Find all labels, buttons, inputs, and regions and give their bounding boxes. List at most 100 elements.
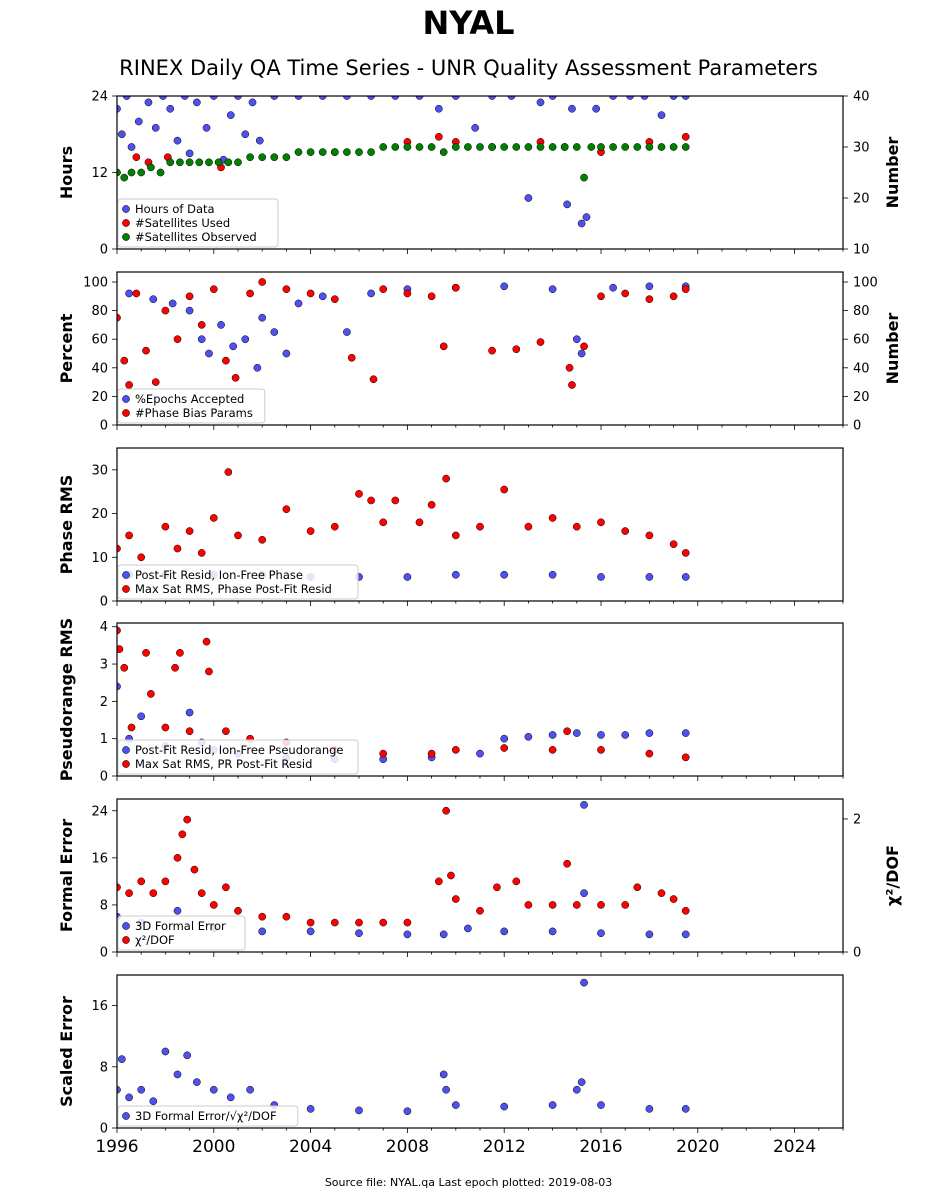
y-right-tick-label: 100	[853, 276, 878, 291]
data-point	[488, 346, 496, 355]
data-point	[173, 1070, 182, 1079]
y-axis-label: Phase RMS	[57, 475, 76, 575]
data-point	[117, 130, 126, 139]
data-point	[197, 335, 206, 344]
data-point	[471, 124, 480, 132]
legend-marker	[122, 760, 130, 768]
data-point	[447, 871, 455, 880]
legend-label: %Epochs Accepted	[135, 392, 244, 406]
legend: 3D Formal Error/√χ²/DOF	[117, 1105, 299, 1127]
data-point	[120, 173, 129, 182]
legend-marker	[122, 746, 130, 754]
data-point	[524, 194, 533, 202]
series-1	[117, 978, 690, 1116]
y-tick-label: 8	[100, 1060, 108, 1075]
y-right-tick-label: 20	[853, 390, 870, 405]
data-point	[597, 746, 605, 754]
y-right-tick-label: 40	[853, 361, 870, 376]
data-point	[149, 1097, 158, 1106]
data-point	[379, 518, 388, 527]
data-point	[580, 978, 588, 987]
legend-marker	[122, 571, 130, 579]
data-point	[294, 148, 303, 156]
data-point	[427, 500, 436, 509]
data-point	[403, 573, 412, 581]
data-point	[500, 744, 509, 752]
data-point	[137, 1085, 146, 1094]
series-2	[117, 468, 690, 562]
data-point	[127, 143, 136, 151]
data-point	[565, 363, 574, 372]
data-point	[439, 148, 448, 156]
data-point	[176, 158, 184, 167]
data-point	[205, 158, 213, 167]
data-point	[355, 148, 363, 156]
data-point	[548, 927, 557, 936]
data-point	[442, 474, 450, 483]
legend-marker	[122, 936, 130, 944]
data-point	[224, 158, 233, 167]
data-point	[512, 345, 521, 354]
data-point	[536, 143, 545, 151]
data-point	[161, 306, 170, 315]
legend-marker	[122, 409, 130, 417]
data-point	[120, 356, 129, 365]
y-tick-label: 16	[91, 851, 108, 866]
data-point	[587, 143, 596, 151]
data-point	[255, 136, 264, 145]
data-point	[209, 514, 218, 522]
y-right-axis-label: Number	[883, 137, 902, 209]
data-point	[451, 895, 460, 903]
data-point	[609, 283, 617, 292]
data-point	[403, 930, 412, 939]
data-point	[185, 306, 194, 315]
data-point	[568, 381, 576, 389]
data-point	[258, 912, 267, 921]
y-tick-label: 40	[91, 361, 108, 376]
data-point	[572, 1085, 581, 1094]
data-point	[151, 378, 160, 386]
legend-label: Hours of Data	[135, 202, 215, 216]
data-point	[367, 496, 375, 505]
data-point	[582, 213, 591, 221]
data-point	[580, 342, 588, 351]
data-point	[222, 883, 230, 892]
data-point	[120, 663, 129, 672]
data-point	[451, 746, 460, 754]
y-tick-label: 24	[91, 804, 108, 819]
legend-box	[117, 198, 279, 248]
data-point	[231, 373, 240, 382]
data-point	[343, 328, 351, 336]
panel-phase-rms: 0 10 20 30 Phase RMS Post-Fit Resid, Ion-Free…	[57, 447, 844, 610]
y-axis-label: Scaled Error	[57, 996, 76, 1107]
y-right-tick-label: 2	[853, 812, 861, 827]
data-point	[597, 573, 605, 581]
data-point	[330, 295, 339, 304]
data-point	[173, 544, 182, 553]
data-point	[134, 117, 143, 126]
data-point	[234, 906, 242, 915]
data-point	[222, 356, 230, 365]
source-footer: Source file: NYAL.qa Last epoch plotted:…	[324, 1176, 613, 1189]
x-tick-label: 2012	[483, 1137, 526, 1157]
data-point	[548, 570, 557, 579]
legend-marker	[122, 205, 130, 213]
data-point	[669, 292, 678, 301]
data-point	[258, 153, 267, 162]
data-point	[681, 729, 690, 737]
y-right-axis-label: χ²/DOF	[883, 845, 902, 906]
data-point	[621, 731, 630, 739]
data-point	[645, 749, 654, 758]
data-point	[369, 375, 378, 384]
y-axis-label: Formal Error	[57, 819, 76, 932]
data-point	[125, 531, 133, 540]
data-point	[246, 289, 254, 298]
data-points	[117, 96, 690, 228]
data-point	[403, 918, 412, 927]
data-point	[681, 143, 690, 151]
data-point	[202, 124, 211, 132]
data-point	[621, 289, 630, 298]
